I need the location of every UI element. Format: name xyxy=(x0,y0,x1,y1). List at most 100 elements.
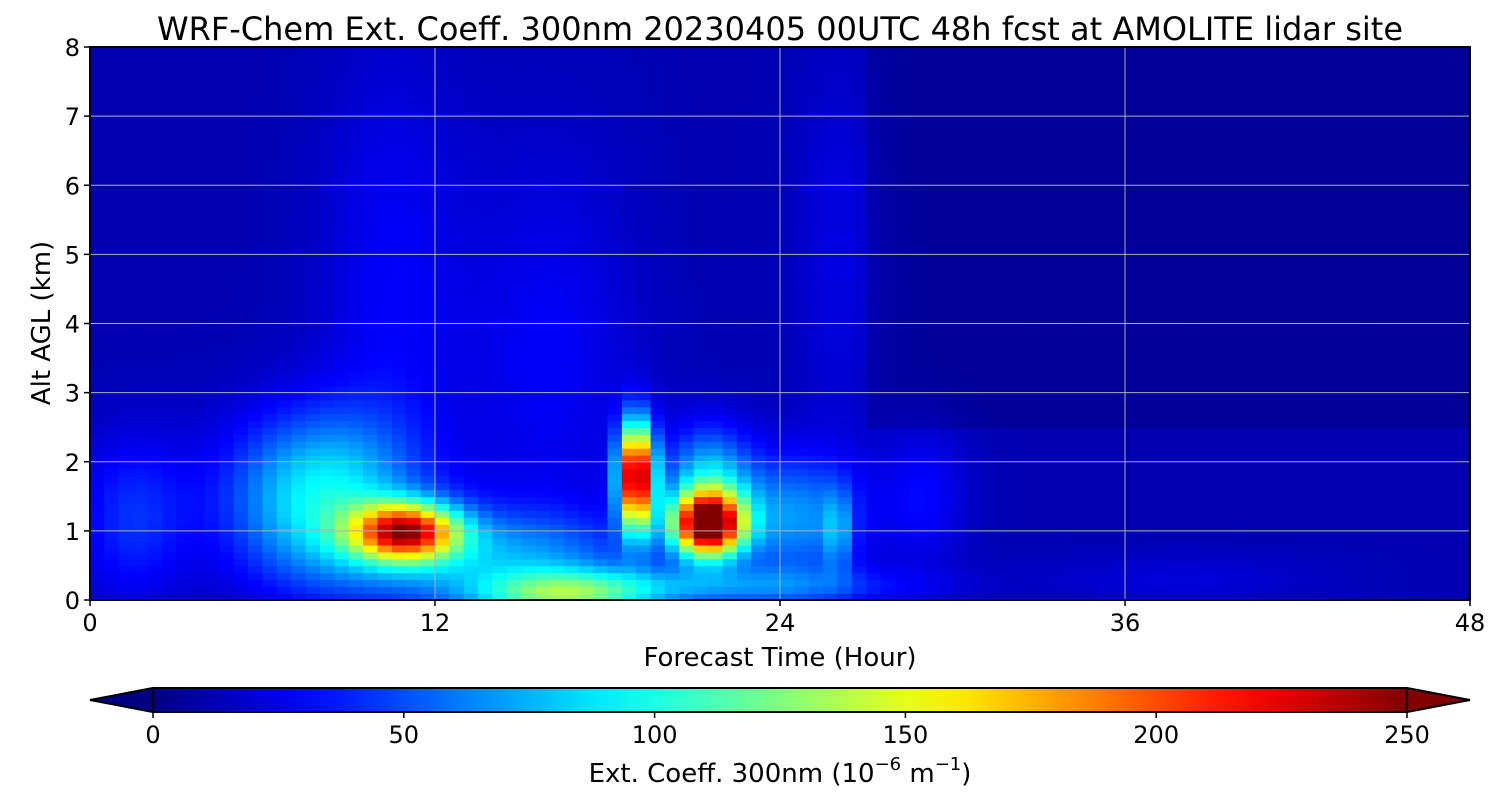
heatmap-cell xyxy=(205,212,221,221)
heatmap-cell xyxy=(147,392,163,401)
heatmap-cell xyxy=(607,579,623,587)
heatmap-cell xyxy=(291,282,307,290)
heatmap-cell xyxy=(679,517,695,525)
heatmap-cell xyxy=(190,247,206,256)
heatmap-cell xyxy=(420,447,436,456)
heatmap-cell xyxy=(363,282,379,290)
heatmap-cell xyxy=(521,261,537,269)
heatmap-cell xyxy=(248,593,264,600)
heatmap-cell xyxy=(377,205,393,214)
heatmap-cell xyxy=(363,503,379,511)
heatmap-cell xyxy=(276,88,293,97)
heatmap-cell xyxy=(176,178,192,187)
heatmap-cell xyxy=(909,544,925,553)
heatmap-cell xyxy=(607,330,623,339)
heatmap-cell xyxy=(866,358,882,366)
heatmap-cell xyxy=(233,496,249,505)
heatmap-cell xyxy=(938,60,954,69)
heatmap-cell xyxy=(564,454,580,463)
heatmap-cell xyxy=(866,434,882,442)
heatmap-cell xyxy=(90,337,106,346)
heatmap-cell xyxy=(851,434,868,442)
heatmap-cell xyxy=(205,489,221,498)
heatmap-cell xyxy=(463,199,479,207)
heatmap-cell xyxy=(420,371,436,380)
heatmap-cell xyxy=(391,392,408,401)
heatmap-cell xyxy=(923,157,939,166)
heatmap-cell xyxy=(966,593,983,600)
heatmap-cell xyxy=(765,572,781,581)
heatmap-cell xyxy=(952,67,968,76)
heatmap-cell xyxy=(938,233,954,242)
heatmap-cell xyxy=(233,510,249,518)
heatmap-cell xyxy=(535,199,551,207)
heatmap-cell xyxy=(377,364,393,373)
heatmap-cell xyxy=(521,551,537,560)
heatmap-cell xyxy=(837,233,853,242)
heatmap-cell xyxy=(621,468,638,477)
heatmap-cell xyxy=(909,579,925,587)
heatmap-cell xyxy=(190,102,206,111)
heatmap-cell xyxy=(506,572,523,581)
heatmap-cell xyxy=(880,517,896,525)
heatmap-cell xyxy=(952,240,968,249)
heatmap-cell xyxy=(420,268,436,276)
heatmap-cell xyxy=(420,523,436,532)
heatmap-cell xyxy=(952,178,968,187)
heatmap-cell xyxy=(909,558,925,567)
heatmap-cell xyxy=(377,192,393,200)
heatmap-cell xyxy=(866,523,882,532)
heatmap-cell xyxy=(262,295,278,304)
heatmap-cell xyxy=(895,129,911,138)
heatmap-cell xyxy=(262,475,278,484)
heatmap-cell xyxy=(564,102,580,111)
heatmap-cell xyxy=(521,109,537,117)
heatmap-cell xyxy=(435,523,451,532)
heatmap-cell xyxy=(808,468,824,477)
heatmap-cell xyxy=(808,441,824,449)
heatmap-cell xyxy=(593,337,609,346)
heatmap-cell xyxy=(320,302,336,311)
heatmap-cell xyxy=(391,586,408,594)
heatmap-cell xyxy=(679,53,695,62)
heatmap-cell xyxy=(463,413,479,422)
heatmap-cell xyxy=(133,81,149,90)
heatmap-cell xyxy=(593,482,609,491)
heatmap-cell xyxy=(751,496,767,505)
heatmap-cell xyxy=(823,544,839,553)
heatmap-cell xyxy=(435,171,451,180)
heatmap-cell xyxy=(276,302,293,311)
heatmap-cell xyxy=(449,558,465,567)
heatmap-cell xyxy=(262,385,278,394)
heatmap-cell xyxy=(923,123,939,131)
heatmap-cell xyxy=(794,337,810,346)
heatmap-cell xyxy=(233,358,249,366)
heatmap-cell xyxy=(708,109,724,117)
heatmap-cell xyxy=(621,178,638,187)
heatmap-cell xyxy=(492,579,508,587)
heatmap-cell xyxy=(794,475,810,484)
heatmap-cell xyxy=(535,309,551,318)
heatmap-cell xyxy=(118,406,134,415)
heatmap-cell xyxy=(650,496,666,505)
heatmap-cell xyxy=(593,406,609,415)
heatmap-cell xyxy=(880,275,896,283)
heatmap-cell xyxy=(320,143,336,152)
heatmap-cell xyxy=(348,185,364,193)
heatmap-cell xyxy=(133,268,149,276)
heatmap-cell xyxy=(320,572,336,581)
heatmap-cell xyxy=(564,171,580,180)
heatmap-cell xyxy=(765,129,781,138)
heatmap-cell xyxy=(780,371,796,380)
heatmap-cell xyxy=(377,385,393,394)
heatmap-cell xyxy=(521,558,537,567)
heatmap-cell xyxy=(147,67,163,76)
heatmap-cell xyxy=(406,116,422,124)
heatmap-cell xyxy=(823,233,839,242)
heatmap-cell xyxy=(463,420,479,428)
heatmap-cell xyxy=(780,593,796,600)
heatmap-cell xyxy=(578,544,594,553)
heatmap-cell xyxy=(205,164,221,173)
heatmap-cell xyxy=(363,275,379,283)
heatmap-cell xyxy=(708,461,724,470)
